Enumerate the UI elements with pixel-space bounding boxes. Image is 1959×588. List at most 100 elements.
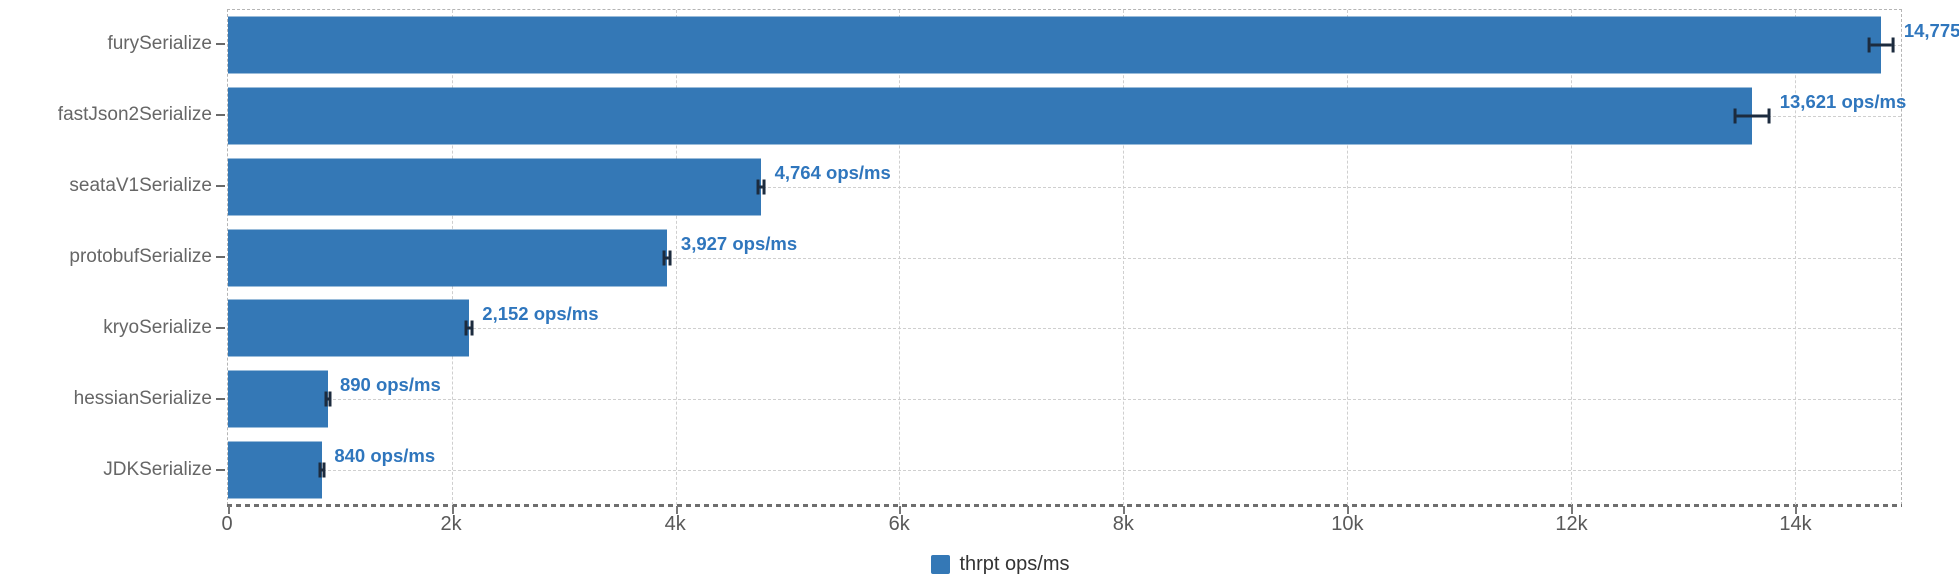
x-tick-mark [1123,506,1126,514]
x-tick-label: 6k [888,513,910,535]
y-tick-mark [216,326,225,329]
bar [228,441,322,499]
bar [228,299,469,357]
legend-swatch-icon [931,555,951,574]
bar-row: 14,775 [228,10,1959,81]
error-cap-left [1733,108,1737,124]
vertical-gridline [1347,10,1349,505]
x-tick-label: 8k [1112,513,1134,535]
error-bar [1867,37,1895,53]
category-label: JDKSerialize [103,458,212,480]
y-axis-labels: furySerialize fastJson2Serialize seataV1… [0,9,227,505]
error-cap-right [1891,37,1895,53]
error-bar [662,250,672,266]
x-tick-mark [1794,506,1797,514]
error-bar [324,391,332,407]
y-axis-label-row: protobufSerialize [0,222,227,293]
bar-row: 2,152 ops/ms [228,293,1901,364]
y-tick-mark [216,397,225,400]
error-cap-right [322,462,326,478]
y-axis-label-row: seataV1Serialize [0,151,227,222]
value-label: 890 ops/ms [339,373,441,395]
x-tick-mark [675,506,678,514]
y-tick-mark [216,114,225,117]
error-cap-right [668,250,672,266]
x-tick-label: 0 [221,513,233,535]
error-cap-right [328,391,332,407]
error-line [467,326,471,330]
value-label: 14,775 [1903,20,1959,42]
horizontal-gridline [228,328,1901,330]
x-tick-label: 10k [1331,513,1364,535]
bar-row: 890 ops/ms [228,364,1901,435]
x-tick-label: 12k [1555,513,1588,535]
x-tick-mark [1347,506,1350,514]
error-line [665,256,669,260]
value-label: 2,152 ops/ms [482,303,599,325]
vertical-gridline [1570,10,1572,505]
bar-row: 840 ops/ms [228,434,1901,505]
error-cap-right [762,179,766,195]
category-label: fastJson2Serialize [57,104,212,126]
error-cap-left [318,462,322,478]
error-bar [318,462,326,478]
plot-area: 14,775 13,621 ops/ms 4,764 ops/ms 3,927 … [227,9,1959,514]
bar [228,229,668,287]
x-axis-labels: 0 2k 4k 6k 8k 10k 12k 14k [221,513,1902,539]
x-axis-line [227,504,1902,507]
value-label: 4,764 ops/ms [774,161,891,183]
x-tick-mark [899,506,902,514]
horizontal-gridline [228,257,1901,259]
y-axis-label-row: kryoSerialize [0,292,227,363]
value-label: 13,621 ops/ms [1779,91,1907,113]
bar [228,158,762,216]
category-label: kryoSerialize [103,316,212,338]
x-tick-label: 2k [440,513,462,535]
category-label: protobufSerialize [69,246,212,267]
bar-row: 13,621 ops/ms [228,81,1906,152]
y-tick-mark [216,256,225,258]
error-cap-left [1867,37,1871,53]
bar [228,87,1753,145]
bar-row: 4,764 ops/ms [228,151,1901,222]
legend-label: thrpt ops/ms [959,553,1070,575]
x-tick-mark [228,506,230,514]
x-tick-mark [451,506,454,514]
error-cap-right [470,320,474,336]
category-label: hessianSerialize [73,387,212,409]
legend-item-thrpt[interactable]: thrpt ops/ms [931,553,1070,576]
horizontal-gridline [228,186,1901,188]
error-line [1736,114,1768,118]
x-tick-mark [1570,506,1573,514]
error-bar [756,179,766,195]
value-label: 3,927 ops/ms [680,232,798,254]
category-label: seataV1Serialize [69,175,212,197]
error-bar [464,320,474,336]
vertical-gridline [1794,10,1796,505]
x-tick-label: 14k [1779,513,1812,535]
category-label: furySerialize [107,33,212,55]
error-line [759,185,763,189]
bar [228,16,1882,74]
bar-row: 3,927 ops/ms [228,222,1901,293]
error-cap-left [662,250,666,266]
value-label: 840 ops/ms [334,444,436,466]
error-cap-left [756,179,760,195]
error-cap-left [464,320,468,336]
error-cap-left [324,391,328,407]
y-axis-label-row: furySerialize [0,9,227,80]
horizontal-gridline [228,398,1901,400]
error-line [321,468,323,472]
bar [228,370,328,428]
y-axis-label-row: JDKSerialize [0,434,227,505]
y-tick-mark [216,468,225,471]
vertical-gridline [1123,10,1125,505]
error-line [327,397,329,401]
legend: thrpt ops/ms [21,553,1959,576]
horizontal-gridline [228,469,1901,471]
error-cap-right [1767,108,1771,124]
vertical-gridline [899,10,901,505]
vertical-gridline [675,10,677,505]
error-line [1870,43,1892,47]
